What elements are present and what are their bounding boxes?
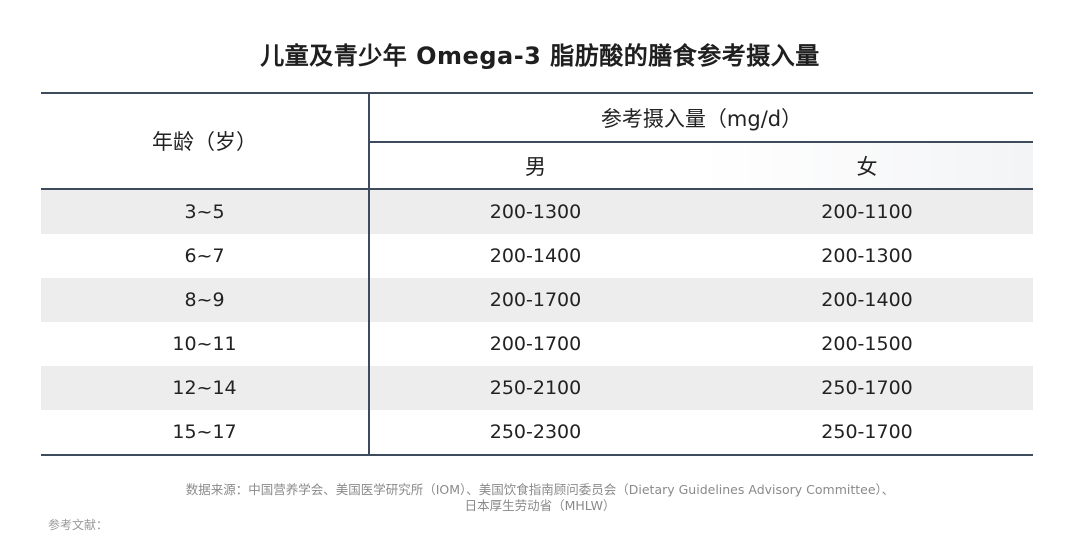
female-intake-cell: 250-1700 (701, 366, 1034, 410)
table-row: 10~11 200-1700 200-1500 (41, 322, 1033, 366)
female-intake-cell: 200-1100 (701, 189, 1034, 234)
male-intake-cell: 200-1400 (489, 245, 582, 267)
intake-table: 年龄（岁） 参考摄入量（mg/d） 男 女 3~5 200-1300 200-1… (41, 92, 1034, 456)
table-row: 3~5 200-1300 200-1100 (41, 189, 1034, 234)
data-source-line: 数据来源：中国营养学会、美国医学研究所（IOM）、美国饮食指南顾问委员会（Die… (185, 482, 895, 497)
age-cell: 15~17 (41, 410, 370, 456)
intake-table-container: 年龄（岁） 参考摄入量（mg/d） 男 女 3~5 200-1300 200-1… (41, 92, 1034, 456)
age-cell: 8~9 (41, 278, 370, 322)
references-label: 参考文献： (48, 518, 109, 532)
data-source-note: 数据来源：中国营养学会、美国医学研究所（IOM）、美国饮食指南顾问委员会（Die… (0, 482, 1080, 514)
intake-column-header: 参考摄入量（mg/d） (369, 92, 1034, 142)
female-column-header: 女 (701, 141, 1034, 190)
table-row: 12~14 250-2100 250-1700 (41, 366, 1034, 410)
male-intake-cell: 250-2100 (369, 366, 701, 410)
data-source-line: 日本厚生劳动省（MHLW） (464, 498, 616, 513)
table-title: 儿童及青少年 Omega-3 脂肪酸的膳食参考摄入量 (260, 42, 820, 70)
table-row: 6~7 200-1400 200-1300 (41, 234, 1033, 278)
female-intake-cell: 200-1500 (821, 333, 913, 355)
female-intake-cell: 200-1300 (821, 245, 913, 267)
age-cell: 3~5 (41, 189, 370, 234)
female-intake-cell: 250-1700 (701, 410, 1034, 456)
age-cell: 12~14 (41, 366, 370, 410)
male-intake-cell: 200-1300 (369, 189, 701, 234)
male-intake-cell: 200-1700 (369, 278, 701, 322)
age-cell: 10~11 (41, 322, 370, 366)
table-row: 8~9 200-1700 200-1400 (41, 278, 1034, 322)
male-intake-cell: 250-2300 (369, 410, 701, 456)
male-column-header: 男 (369, 141, 701, 190)
table-body: 3~5 200-1300 200-1100 6~7 200-1400 200-1… (41, 189, 1034, 456)
female-intake-cell: 200-1400 (701, 278, 1034, 322)
age-cell: 6~7 (41, 234, 370, 278)
male-intake-cell: 200-1700 (489, 333, 582, 355)
age-column-header: 年龄（岁） (41, 92, 370, 190)
table-row: 15~17 250-2300 250-1700 (41, 410, 1034, 456)
table-header: 年龄（岁） 参考摄入量（mg/d） 男 女 (41, 92, 1034, 190)
